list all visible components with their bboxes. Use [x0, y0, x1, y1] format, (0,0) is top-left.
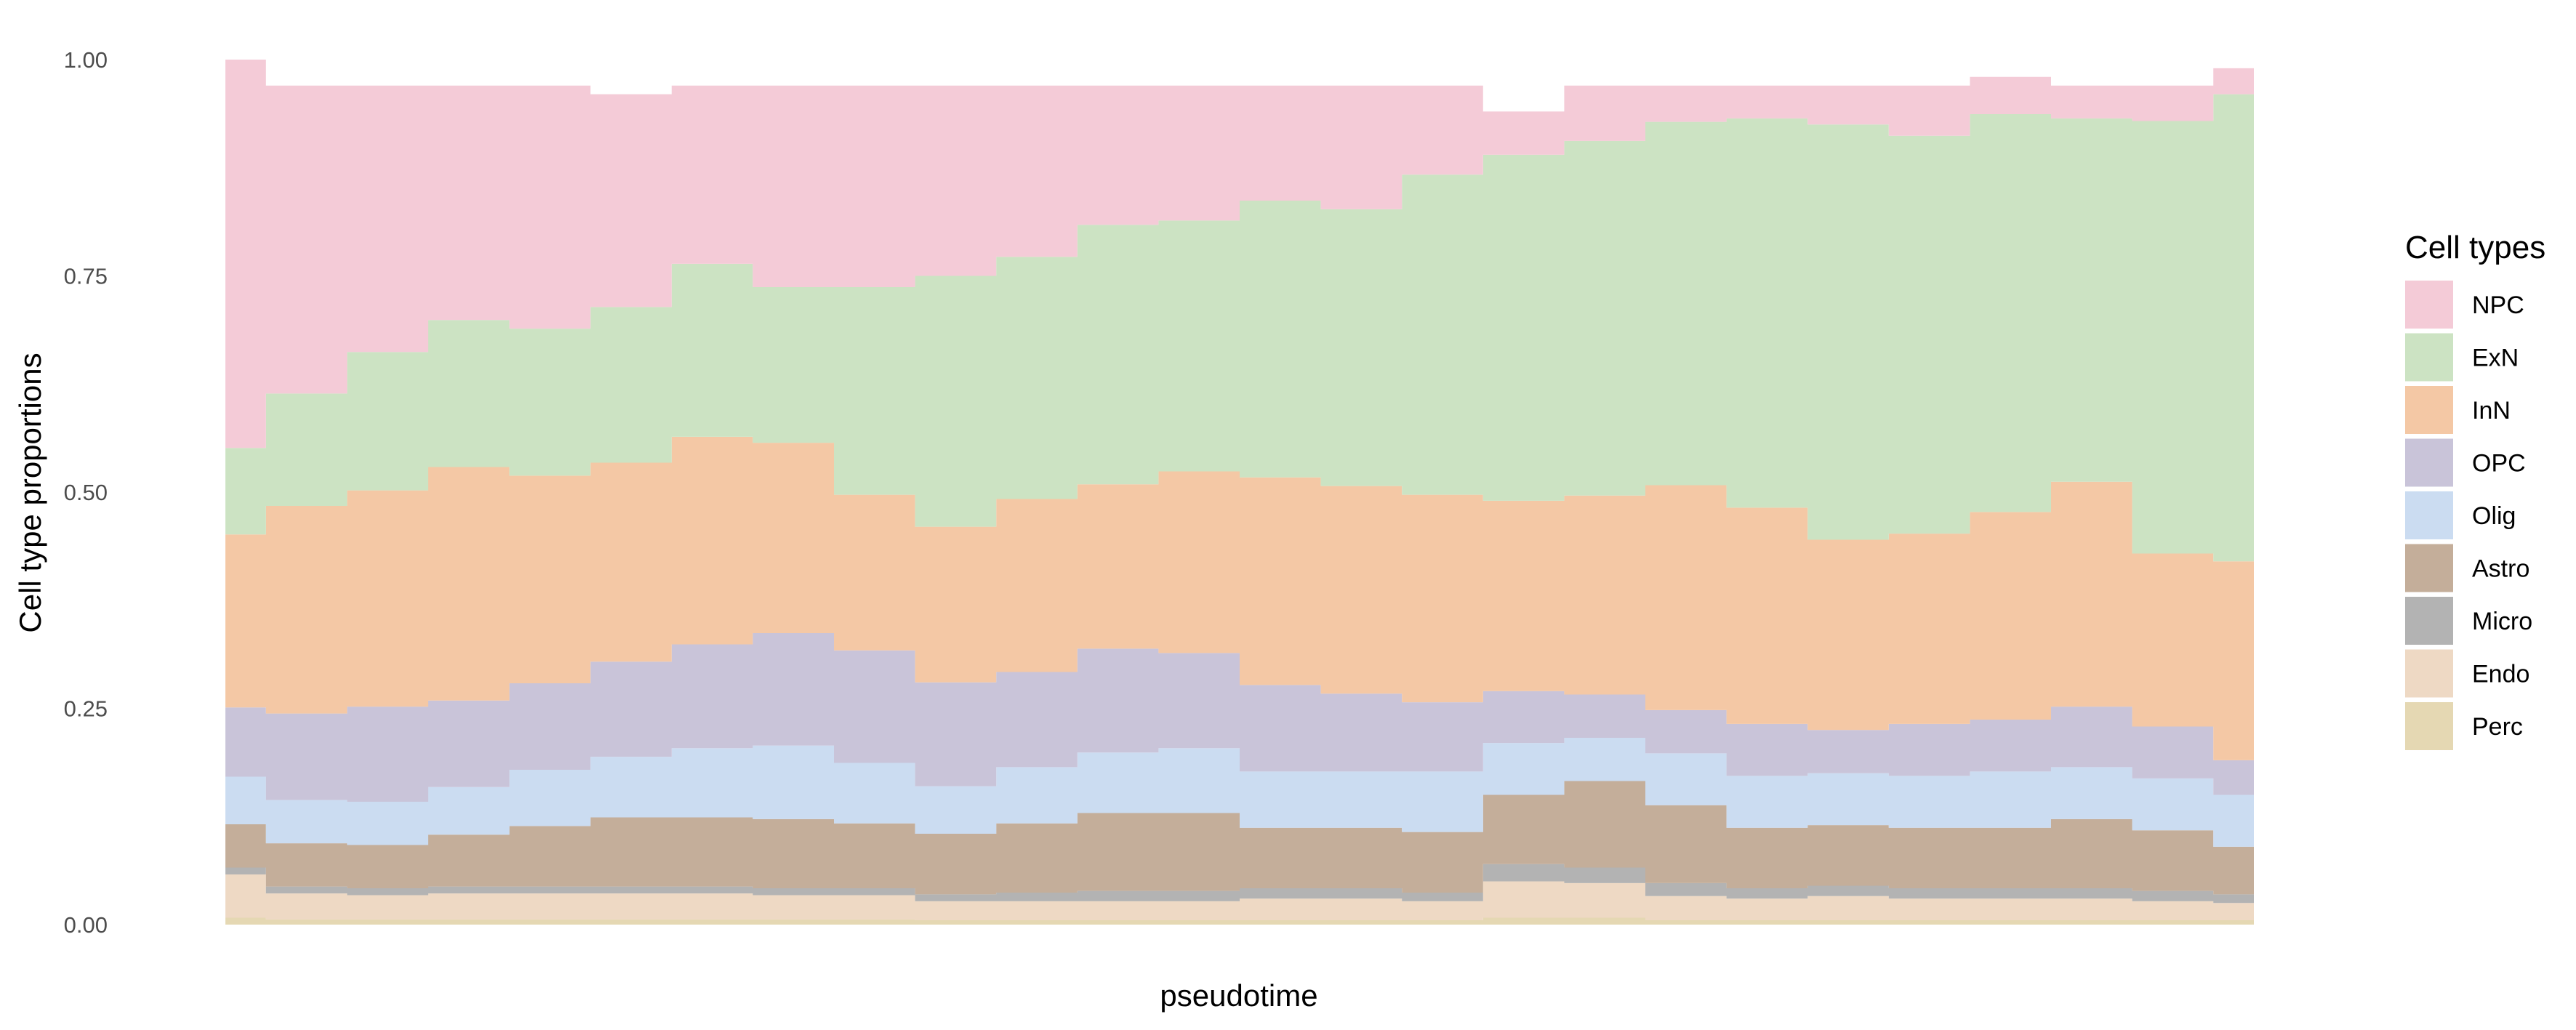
- y-tick-label: 1.00: [64, 47, 108, 73]
- area-npc: [225, 60, 2254, 448]
- legend-swatch-exn: [2405, 333, 2453, 382]
- legend-swatch-opc: [2405, 438, 2453, 487]
- legend-label-endo: Endo: [2472, 661, 2529, 688]
- legend-swatch-inn: [2405, 386, 2453, 434]
- legend-label-opc: OPC: [2472, 450, 2526, 478]
- legend-swatch-npc: [2405, 281, 2453, 329]
- area-opc: [225, 632, 2254, 802]
- legend-label-astro: Astro: [2472, 555, 2529, 583]
- legend-swatch-olig: [2405, 491, 2453, 539]
- legend: Cell types NPC ExN InN OPC Olig Astro Micro End…: [2405, 230, 2545, 750]
- y-axis-title: Cell type proportions: [13, 353, 47, 632]
- legend-label-perc: Perc: [2472, 713, 2523, 741]
- area-astro: [225, 781, 2254, 895]
- legend-label-micro: Micro: [2472, 608, 2532, 635]
- y-tick-label: 0.50: [64, 480, 108, 505]
- area-micro: [225, 864, 2254, 904]
- legend-swatch-perc: [2405, 702, 2453, 750]
- legend-label-exn: ExN: [2472, 345, 2519, 372]
- area-endo: [225, 874, 2254, 921]
- legend-label-npc: NPC: [2472, 291, 2524, 319]
- area-inn: [225, 436, 2254, 760]
- legend-swatch-endo: [2405, 649, 2453, 698]
- legend-label-inn: InN: [2472, 397, 2511, 425]
- area-exn: [225, 94, 2254, 562]
- x-axis-title: pseudotime: [1160, 978, 1317, 1013]
- y-axis-ticks: 0.00 0.25 0.50 0.75 1.00: [64, 47, 108, 938]
- legend-swatch-astro: [2405, 544, 2453, 592]
- legend-label-olig: Olig: [2472, 502, 2516, 530]
- legend-swatch-micro: [2405, 597, 2453, 645]
- y-tick-label: 0.25: [64, 696, 108, 722]
- legend-title: Cell types: [2405, 230, 2545, 265]
- area-olig: [225, 737, 2254, 847]
- y-tick-label: 0.00: [64, 912, 108, 938]
- area-layers: [225, 60, 2254, 925]
- y-tick-label: 0.75: [64, 264, 108, 289]
